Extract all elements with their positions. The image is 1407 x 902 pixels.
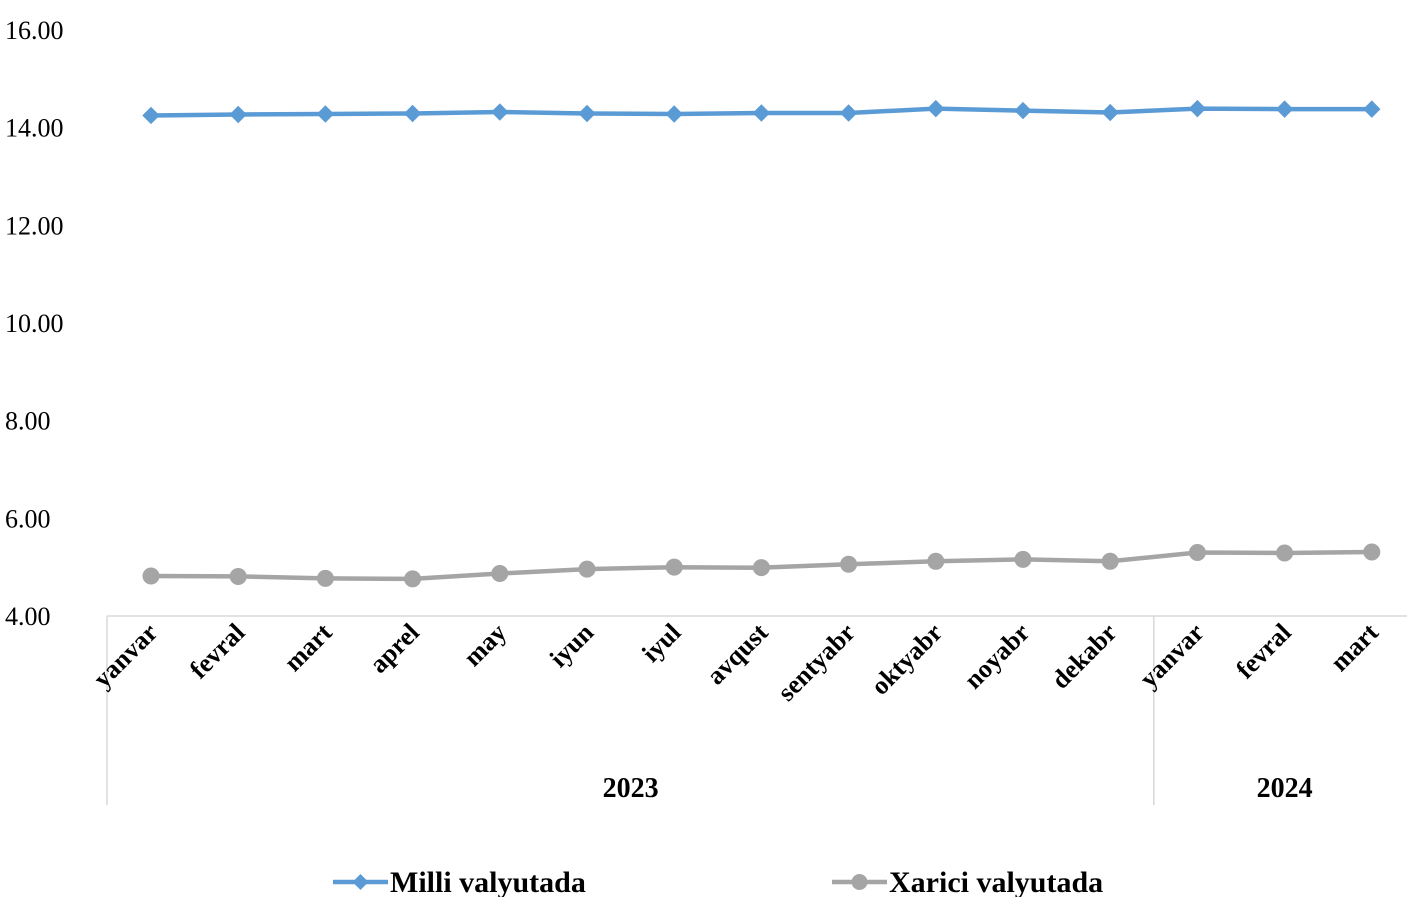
data-point-circle (1188, 544, 1206, 562)
data-point-diamond (1363, 100, 1381, 118)
x-tick-label: dekabr (1046, 618, 1123, 695)
y-tick-label: 4.00 (5, 602, 51, 631)
data-point-circle (1014, 550, 1032, 568)
x-tick-label: yanvar (1134, 618, 1210, 694)
x-tick-label: avqust (701, 617, 774, 690)
data-point-diamond (752, 104, 771, 122)
data-point-circle (316, 569, 334, 587)
series-2 (142, 543, 1381, 588)
data-point-diamond (1188, 99, 1207, 118)
x-tick-label: mart (1325, 617, 1385, 677)
data-point-diamond (229, 105, 247, 124)
data-point-circle (1363, 543, 1381, 561)
x-tick-label: oktyabr (865, 618, 948, 701)
x-tick-label: sentyabr (772, 618, 861, 707)
y-tick-label: 10.00 (5, 309, 64, 338)
data-point-diamond (1275, 100, 1294, 118)
data-point-circle (1276, 544, 1294, 562)
legend-item: Xarici valyutada (832, 866, 1103, 899)
x-tick-label: fevral (1230, 618, 1296, 684)
data-point-diamond (578, 104, 596, 123)
data-point-diamond (316, 105, 335, 123)
x-tick-label: aprel (364, 618, 425, 679)
data-point-circle (752, 559, 770, 577)
axes: 4.00 6.00 8.00 10.00 12.00 14.00 16.00 2023 2024… (5, 16, 1407, 805)
data-point-diamond (665, 105, 683, 123)
data-point-circle (229, 567, 247, 585)
x-tick-label: mart (278, 617, 338, 677)
data-point-circle (1101, 552, 1119, 570)
x-tick-label: iyul (636, 618, 686, 668)
data-point-diamond (839, 104, 858, 122)
legend-label: Milli valyutada (390, 866, 586, 897)
legend-label: Xarici valyutada (889, 866, 1103, 897)
data-point-circle (578, 560, 596, 578)
y-tick-label: 12.00 (5, 211, 64, 240)
x-tick-label: iyun (544, 617, 600, 673)
x-tick-label: noyabr (959, 618, 1036, 695)
legend-marker-diamond (352, 874, 369, 890)
data-point-diamond (927, 99, 945, 118)
series-1 (142, 99, 1381, 125)
y-tick-label: 6.00 (5, 504, 51, 533)
legend: Milli valyutada Xarici valyutada (333, 866, 1103, 899)
data-point-circle (491, 565, 509, 583)
x-tick-label: may (458, 618, 512, 672)
data-point-circle (665, 558, 683, 576)
data-point-circle (927, 552, 945, 570)
data-point-diamond (142, 106, 160, 125)
data-point-diamond (1014, 101, 1032, 120)
data-point-diamond (1101, 103, 1119, 122)
x-group-label: 2024 (1257, 773, 1313, 804)
x-tick-label: yanvar (88, 618, 164, 694)
legend-item: Milli valyutada (333, 866, 586, 899)
data-point-diamond (491, 103, 509, 121)
data-point-circle (142, 567, 160, 585)
y-tick-label: 8.00 (5, 407, 51, 436)
x-tick-label: fevral (184, 618, 250, 684)
y-tick-label: 16.00 (5, 16, 64, 45)
series-layer (142, 99, 1381, 588)
legend-marker-circle (851, 874, 868, 890)
y-tick-label: 14.00 (5, 114, 64, 143)
data-point-circle (404, 570, 422, 588)
x-group-label: 2023 (603, 773, 659, 804)
data-point-diamond (403, 104, 422, 123)
data-point-circle (840, 555, 858, 573)
